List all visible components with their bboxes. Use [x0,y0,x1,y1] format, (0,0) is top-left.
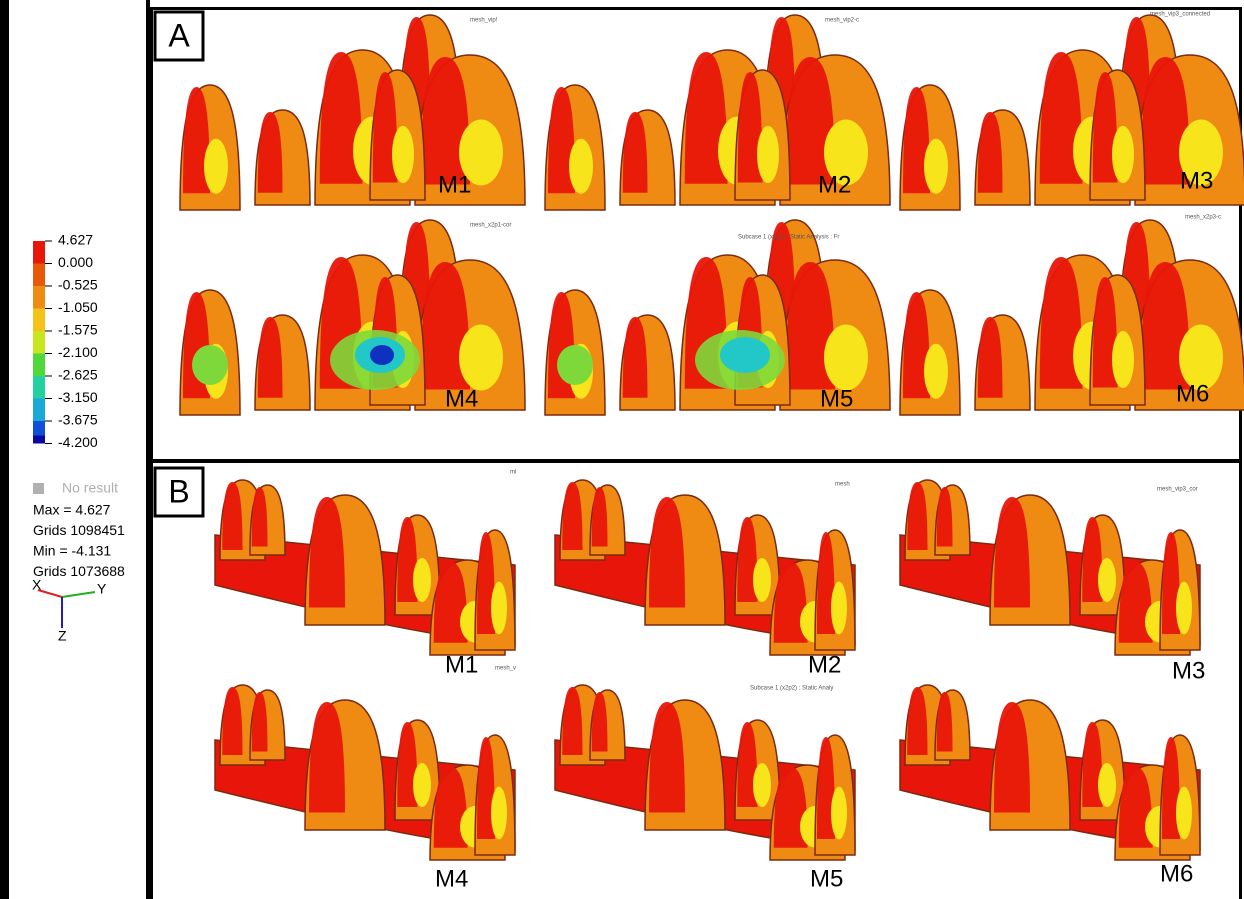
legend-value: -1.575 [58,322,98,338]
tooth-yellow-zone [757,126,779,183]
mesh-caption: mi [510,470,516,476]
stress-green [557,345,593,385]
stress-green [192,345,228,385]
color-swatch [33,399,45,422]
legend-stat: Max = 4.627 [33,502,111,518]
model-label: M2 [808,651,841,678]
tooth-yellow-zone [459,325,503,391]
tooth-yellow-zone [569,139,593,194]
tooth-yellow-zone [924,139,948,194]
tooth-yellow-zone [1176,787,1192,840]
legend-value: -2.625 [58,367,98,383]
stress-cyan [720,337,770,373]
mesh-caption: Subcase 1 (x2p2) : Static Analy [750,686,833,692]
tooth-yellow-zone [831,582,847,635]
legend-value: -2.100 [58,344,98,360]
tooth-yellow-zone [924,344,948,399]
color-swatch [33,376,45,399]
axis-label: Y [97,581,107,597]
tooth-yellow-zone [824,325,868,391]
legend-divider [146,0,150,899]
legend-value: 0.000 [58,254,93,270]
mesh-caption: mesh_x2p3-c [1185,215,1221,221]
model-label: M4 [435,865,468,892]
no-result-swatch [33,483,44,494]
no-result-label: No result [62,480,118,496]
tooth-yellow-zone [1112,126,1134,183]
legend-stat: Grids 1073688 [33,563,125,579]
tooth-yellow-zone [1098,763,1116,807]
legend-stat: Min = -4.131 [33,543,111,559]
axis-label: X [32,577,42,593]
figure: 4.627 0.000 -0.525 -1.050 -1.575 -2.100 -2.625… [0,0,1244,899]
color-swatch [33,331,45,354]
tooth-yellow-zone [1176,582,1192,635]
mesh-caption: mesh_v [495,666,516,672]
model-label: M3 [1180,167,1213,194]
tooth-yellow-zone [413,558,431,602]
panel-label: A [168,17,190,53]
model-label: M5 [820,385,853,412]
model-label: M1 [438,171,471,198]
color-swatch [33,241,45,264]
mesh-caption: mesh_vip2-c [825,18,859,24]
left-bar [0,0,9,899]
model-label: M4 [445,385,478,412]
tooth-yellow-zone [753,763,771,807]
tooth-yellow-zone [1112,331,1134,388]
legend-value: -3.675 [58,412,98,428]
tooth-yellow-zone [491,787,507,840]
color-swatch [33,436,45,444]
tooth-yellow-zone [392,126,414,183]
model-label: M1 [445,651,478,678]
legend-value: -0.525 [58,277,98,293]
legend-value: 4.627 [58,232,93,248]
mesh-caption: mesh_vip3_connected [1150,12,1210,18]
model-label: M6 [1160,860,1193,887]
model-label: M6 [1176,380,1209,407]
tooth-yellow-zone [491,582,507,635]
tooth-yellow-zone [1098,558,1116,602]
legend-stat: Grids 1098451 [33,522,125,538]
color-swatch [33,286,45,309]
mesh-caption: mesh [835,482,850,488]
model-label: M3 [1172,657,1205,684]
mesh-caption: mesh_vip! [470,18,498,24]
model-label: M5 [810,865,843,892]
tooth-yellow-zone [753,558,771,602]
stress-blue [370,345,394,365]
panel-label: B [168,473,189,509]
color-swatch [33,354,45,377]
legend-value: -1.050 [58,299,98,315]
mesh-caption: mesh_x2p1-cor [470,223,511,229]
mesh-caption: Subcase 1 (x2p2) : Static Analysis : Fr [738,235,839,241]
tooth-yellow-zone [204,139,228,194]
model-label: M2 [818,171,851,198]
legend-value: -3.150 [58,389,98,405]
color-swatch [33,264,45,287]
mesh-caption: mesh_vip3_cor [1157,487,1198,493]
tooth-yellow-zone [413,763,431,807]
tooth-yellow-zone [831,787,847,840]
color-swatch [33,309,45,332]
axis-label: Z [58,628,67,644]
legend-value: -4.200 [58,434,98,450]
